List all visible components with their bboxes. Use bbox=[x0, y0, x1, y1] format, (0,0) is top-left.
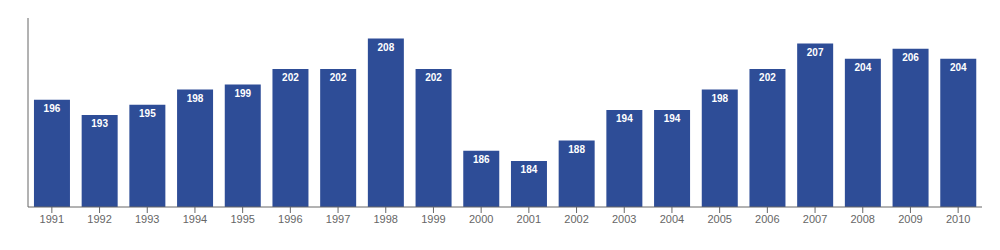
svg-text:2008: 2008 bbox=[851, 213, 875, 225]
svg-text:2000: 2000 bbox=[469, 213, 493, 225]
svg-text:184: 184 bbox=[521, 164, 538, 175]
svg-text:2009: 2009 bbox=[898, 213, 922, 225]
svg-text:204: 204 bbox=[950, 62, 967, 73]
svg-text:2005: 2005 bbox=[707, 213, 731, 225]
svg-text:202: 202 bbox=[759, 72, 776, 83]
svg-text:2006: 2006 bbox=[755, 213, 779, 225]
svg-text:2010: 2010 bbox=[946, 213, 970, 225]
svg-text:204: 204 bbox=[855, 62, 872, 73]
svg-text:2002: 2002 bbox=[564, 213, 588, 225]
svg-text:198: 198 bbox=[711, 93, 728, 104]
svg-text:2004: 2004 bbox=[660, 213, 684, 225]
svg-text:196: 196 bbox=[44, 103, 61, 114]
svg-text:198: 198 bbox=[187, 93, 204, 104]
svg-text:2007: 2007 bbox=[803, 213, 827, 225]
svg-text:1999: 1999 bbox=[421, 213, 445, 225]
svg-text:188: 188 bbox=[568, 144, 585, 155]
svg-text:1991: 1991 bbox=[40, 213, 64, 225]
svg-text:1994: 1994 bbox=[183, 213, 207, 225]
svg-text:195: 195 bbox=[139, 108, 156, 119]
svg-text:1996: 1996 bbox=[278, 213, 302, 225]
svg-text:1997: 1997 bbox=[326, 213, 350, 225]
svg-text:202: 202 bbox=[425, 72, 442, 83]
svg-text:193: 193 bbox=[91, 118, 108, 129]
svg-text:1995: 1995 bbox=[230, 213, 254, 225]
svg-text:194: 194 bbox=[664, 113, 681, 124]
svg-text:202: 202 bbox=[330, 72, 347, 83]
svg-text:202: 202 bbox=[282, 72, 299, 83]
svg-text:2003: 2003 bbox=[612, 213, 636, 225]
svg-text:2001: 2001 bbox=[517, 213, 541, 225]
svg-text:1992: 1992 bbox=[87, 213, 111, 225]
svg-text:207: 207 bbox=[807, 47, 824, 58]
svg-text:186: 186 bbox=[473, 154, 490, 165]
svg-text:194: 194 bbox=[616, 113, 633, 124]
svg-text:1993: 1993 bbox=[135, 213, 159, 225]
svg-text:208: 208 bbox=[378, 42, 395, 53]
svg-text:199: 199 bbox=[234, 88, 251, 99]
svg-text:1998: 1998 bbox=[374, 213, 398, 225]
svg-text:206: 206 bbox=[902, 52, 919, 63]
